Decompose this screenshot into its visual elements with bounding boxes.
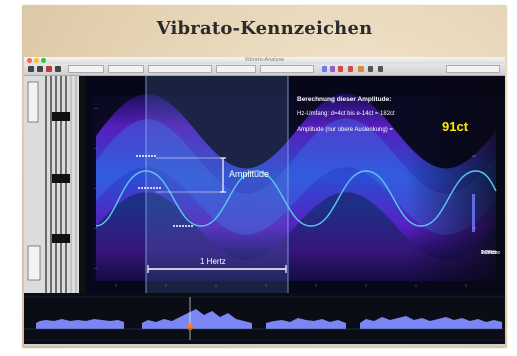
close-window-icon[interactable] [27,58,32,63]
spectrum-tool-icon[interactable] [322,66,327,72]
calc-line1: Hz-Umfang: d=4ct bis e-14ct = 182ct [297,111,395,117]
pitch-tool-icon[interactable] [330,66,335,72]
loop-button[interactable] [55,66,61,72]
cursor-tool-icon[interactable] [348,66,353,72]
readout-line1: Tonhöhe [481,250,501,256]
y-axis-tick: — [94,146,98,151]
readout-line2: e-14ct [481,250,495,256]
calc-heading: Berechnung dieser Amplitude: [297,96,392,103]
record-button[interactable] [28,66,34,72]
score-sidebar [24,76,86,293]
stop-button[interactable] [46,66,52,72]
pitch-analysis-view: — — — — — Amplitude 1 Hertz Berechnung d… [86,76,505,293]
analysis-selector[interactable] [260,65,314,73]
search-field[interactable] [446,65,500,73]
range-field[interactable] [108,65,144,73]
info-icon[interactable] [378,66,383,72]
y-axis-tick: — [94,186,98,191]
time-display[interactable] [148,65,212,73]
readout-line3: 248 Hz [481,250,497,256]
frequency-label: 1 Hertz [200,257,226,266]
minimize-window-icon[interactable] [34,58,39,63]
settings-icon[interactable] [368,66,373,72]
y-axis-tick: — [94,266,98,271]
window-titlebar: Vibrato-Analyse [24,57,505,64]
calc-line2: Amplitude (nur obere Auslenkung) = [297,127,393,133]
zoom-window-icon[interactable] [41,58,46,63]
y-axis-tick: — [94,226,98,231]
position-field[interactable] [68,65,104,73]
presentation-slide: Vibrato-Kennzeichen Vibrato-Analyse [22,5,507,348]
analysis-app-window: Vibrato-Analyse [24,57,505,346]
highlight-tool-icon[interactable] [358,66,364,72]
amplitude-label: Amplitude [229,169,270,179]
y-axis-tick: — [94,106,98,111]
marker-tool-icon[interactable] [338,66,343,72]
score-preview [24,76,86,293]
calc-value: 91ct [442,119,469,134]
status-bar [24,344,505,346]
overview-waveform-graphic [24,293,505,344]
toolbar [24,64,505,76]
play-button[interactable] [37,66,43,72]
view-selector[interactable] [216,65,256,73]
vibrato-spectrogram [86,76,505,293]
window-title: Vibrato-Analyse [244,57,285,63]
overview-waveform[interactable] [24,293,505,344]
slide-title: Vibrato-Kennzeichen [156,18,373,39]
